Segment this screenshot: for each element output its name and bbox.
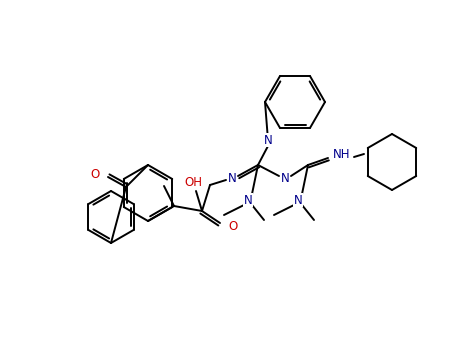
Text: O: O — [228, 219, 237, 232]
Text: N: N — [243, 194, 253, 206]
Text: N: N — [228, 172, 237, 184]
Text: NH: NH — [333, 148, 351, 161]
Text: N: N — [263, 133, 273, 147]
Text: O: O — [91, 168, 100, 182]
Text: N: N — [281, 172, 289, 184]
Text: N: N — [293, 194, 303, 206]
Text: OH: OH — [184, 176, 202, 189]
